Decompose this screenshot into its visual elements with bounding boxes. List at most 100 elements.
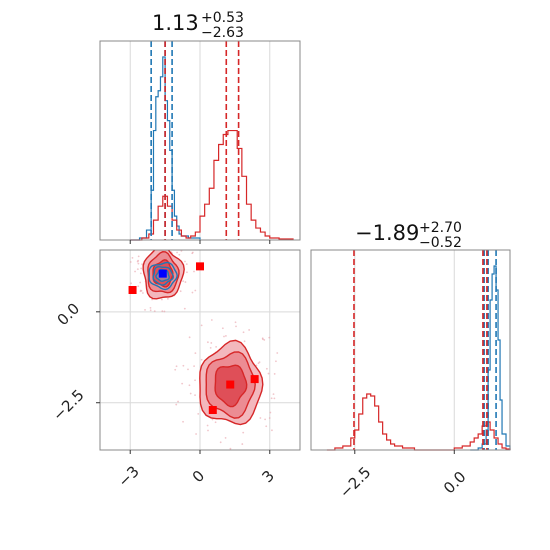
sample-point [183,307,186,310]
sample-point [268,417,271,419]
sample-point [191,251,194,254]
sample-point [137,259,140,262]
sample-point [179,290,182,293]
param2-title-plus: +2.70 [419,220,462,236]
sample-point [182,364,185,367]
sample-point [194,289,197,292]
sample-point [184,281,187,283]
param1-title: 1.13 +0.53 −2.63 [152,10,244,41]
sample-point [243,340,246,343]
sample-point [229,447,232,450]
sample-point [163,310,166,313]
sample-point [261,338,264,341]
sample-point [166,297,169,300]
sample-point [158,233,160,235]
param2-title-median: −1.89 [355,221,419,245]
sample-point [206,341,209,344]
sample-point [181,382,184,385]
y-tick-label: −2.5 [49,386,87,424]
sample-point [210,319,213,321]
sample-point [234,321,237,324]
sample-point [188,384,191,387]
param2-title-minus: −0.52 [419,235,462,251]
sample-point [158,228,160,230]
blue-marker [158,269,167,278]
sample-point [209,346,212,349]
sample-point [200,324,203,327]
blue-density-contour [148,261,178,291]
red-marker [196,262,204,271]
sample-point [223,335,225,338]
sample-point [185,263,188,265]
sample-point [186,271,188,274]
sample-point [200,358,203,361]
sample-point [149,309,152,312]
sample-point [211,418,214,421]
param1-title-minus: −2.63 [201,25,244,41]
sample-point [137,285,140,288]
sample-point [141,292,144,294]
sample-point [194,394,196,397]
panel-frame [310,249,511,451]
sample-point [182,420,184,423]
sample-point [137,262,140,265]
sample-point [265,367,268,370]
sample-point [242,431,245,434]
blue-density-contour [152,266,175,286]
sample-point [153,310,156,313]
sample-point [184,244,186,246]
sample-point [273,397,276,400]
sample-point [178,253,181,256]
sample-point [197,412,200,415]
sample-point [161,310,164,313]
param1-title-plus: +0.53 [201,10,244,26]
sample-point [165,243,167,245]
sample-point [131,256,134,259]
sample-point [175,403,178,406]
x-tick-label: 3 [258,467,277,486]
red-histogram [326,393,511,451]
sample-point [176,251,178,254]
sample-point [259,417,262,419]
sample-point [225,335,227,337]
x-tick-label: −2.5 [336,463,374,501]
sample-point [155,233,157,235]
red-marker [128,286,137,294]
sample-point [248,329,251,331]
sample-point [184,260,186,263]
red-histogram [130,129,294,241]
sample-point [235,325,237,328]
sample-point [219,441,222,444]
sample-point [130,282,133,285]
sample-point [134,270,136,273]
sample-point [242,451,244,453]
sample-point [187,368,189,371]
sample-point [148,248,150,250]
sample-point [214,421,217,424]
sample-point [267,372,270,375]
sample-point [215,345,218,348]
sample-point [242,331,245,334]
sample-point [166,231,168,233]
sample-point [175,365,178,368]
sample-point [141,263,144,266]
sample-point [144,308,146,311]
sample-point [139,272,142,275]
sample-point [149,306,152,309]
sample-point [188,336,191,339]
sample-point [160,245,162,247]
sample-point [151,245,153,247]
sample-point [268,336,271,339]
red-marker [208,406,217,414]
sample-point [271,429,273,432]
sample-point [136,268,139,271]
sample-point [140,267,143,270]
sample-point [195,433,197,435]
sample-point [139,290,142,293]
sample-point [167,242,169,244]
sample-point [174,368,177,371]
sample-point [194,352,197,355]
x-tick-label: −3 [115,462,143,490]
param1-title-median: 1.13 [152,11,199,35]
